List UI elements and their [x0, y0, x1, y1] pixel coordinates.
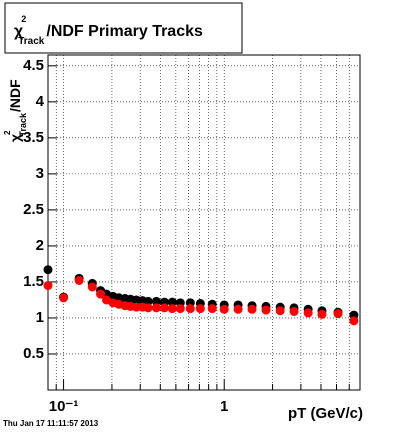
marker: [175, 304, 185, 314]
marker: [96, 289, 106, 299]
marker: [43, 265, 53, 275]
title-box: [4, 2, 243, 54]
title-symbol: χ: [14, 23, 24, 40]
marker: [219, 304, 229, 314]
y-tick-label: 2: [36, 237, 44, 254]
x-tick-label: 1: [220, 398, 228, 415]
x-label: pT (GeV/c): [288, 405, 363, 422]
y-tick-label: 3: [36, 165, 44, 182]
y-tick-label: 4: [36, 93, 45, 110]
title-sub: Track: [18, 36, 45, 47]
marker: [349, 316, 359, 326]
marker: [87, 282, 97, 292]
marker: [167, 304, 177, 314]
y-tick-label: 4.5: [23, 57, 44, 74]
y-tick-label: 1.5: [23, 273, 44, 290]
y-label-text: χ2 Track/NDF: [3, 79, 28, 142]
plot-frame: [47, 54, 361, 391]
marker: [247, 304, 257, 314]
marker: [167, 297, 177, 307]
ylabel-rest: /NDF: [7, 79, 23, 112]
y-tick-label: 3.5: [23, 129, 44, 146]
title-rest: /NDF Primary Tracks: [46, 23, 203, 40]
marker: [74, 275, 84, 285]
marker: [185, 304, 195, 314]
marker: [151, 296, 161, 306]
marker: [289, 306, 299, 316]
y-tick-label: 1: [36, 309, 44, 326]
marker: [43, 281, 53, 291]
ylabel-symbol: χ: [7, 134, 23, 142]
marker: [195, 304, 205, 314]
y-label: χ2 Track/NDF: [3, 79, 28, 142]
marker: [233, 304, 243, 314]
y-tick-label: 2.5: [23, 201, 44, 218]
title-sup: 2: [21, 14, 26, 24]
timestamp: Thu Jan 17 11:11:57 2013: [3, 419, 99, 428]
marker: [143, 303, 153, 313]
marker: [317, 309, 327, 319]
marker: [151, 303, 161, 313]
ylabel-sup: 2: [3, 130, 12, 135]
x-tick-label: 10⁻¹: [49, 398, 79, 415]
marker: [333, 309, 343, 319]
marker: [143, 296, 153, 306]
ylabel-sub: Track: [18, 112, 28, 137]
marker: [275, 306, 285, 316]
marker: [261, 305, 271, 315]
marker: [59, 293, 69, 303]
marker: [303, 308, 313, 318]
chart-title: χ2 Track/NDF Primary Tracks: [14, 14, 203, 47]
y-tick-label: 0.5: [23, 345, 44, 362]
marker: [159, 303, 169, 313]
marker: [207, 304, 217, 314]
